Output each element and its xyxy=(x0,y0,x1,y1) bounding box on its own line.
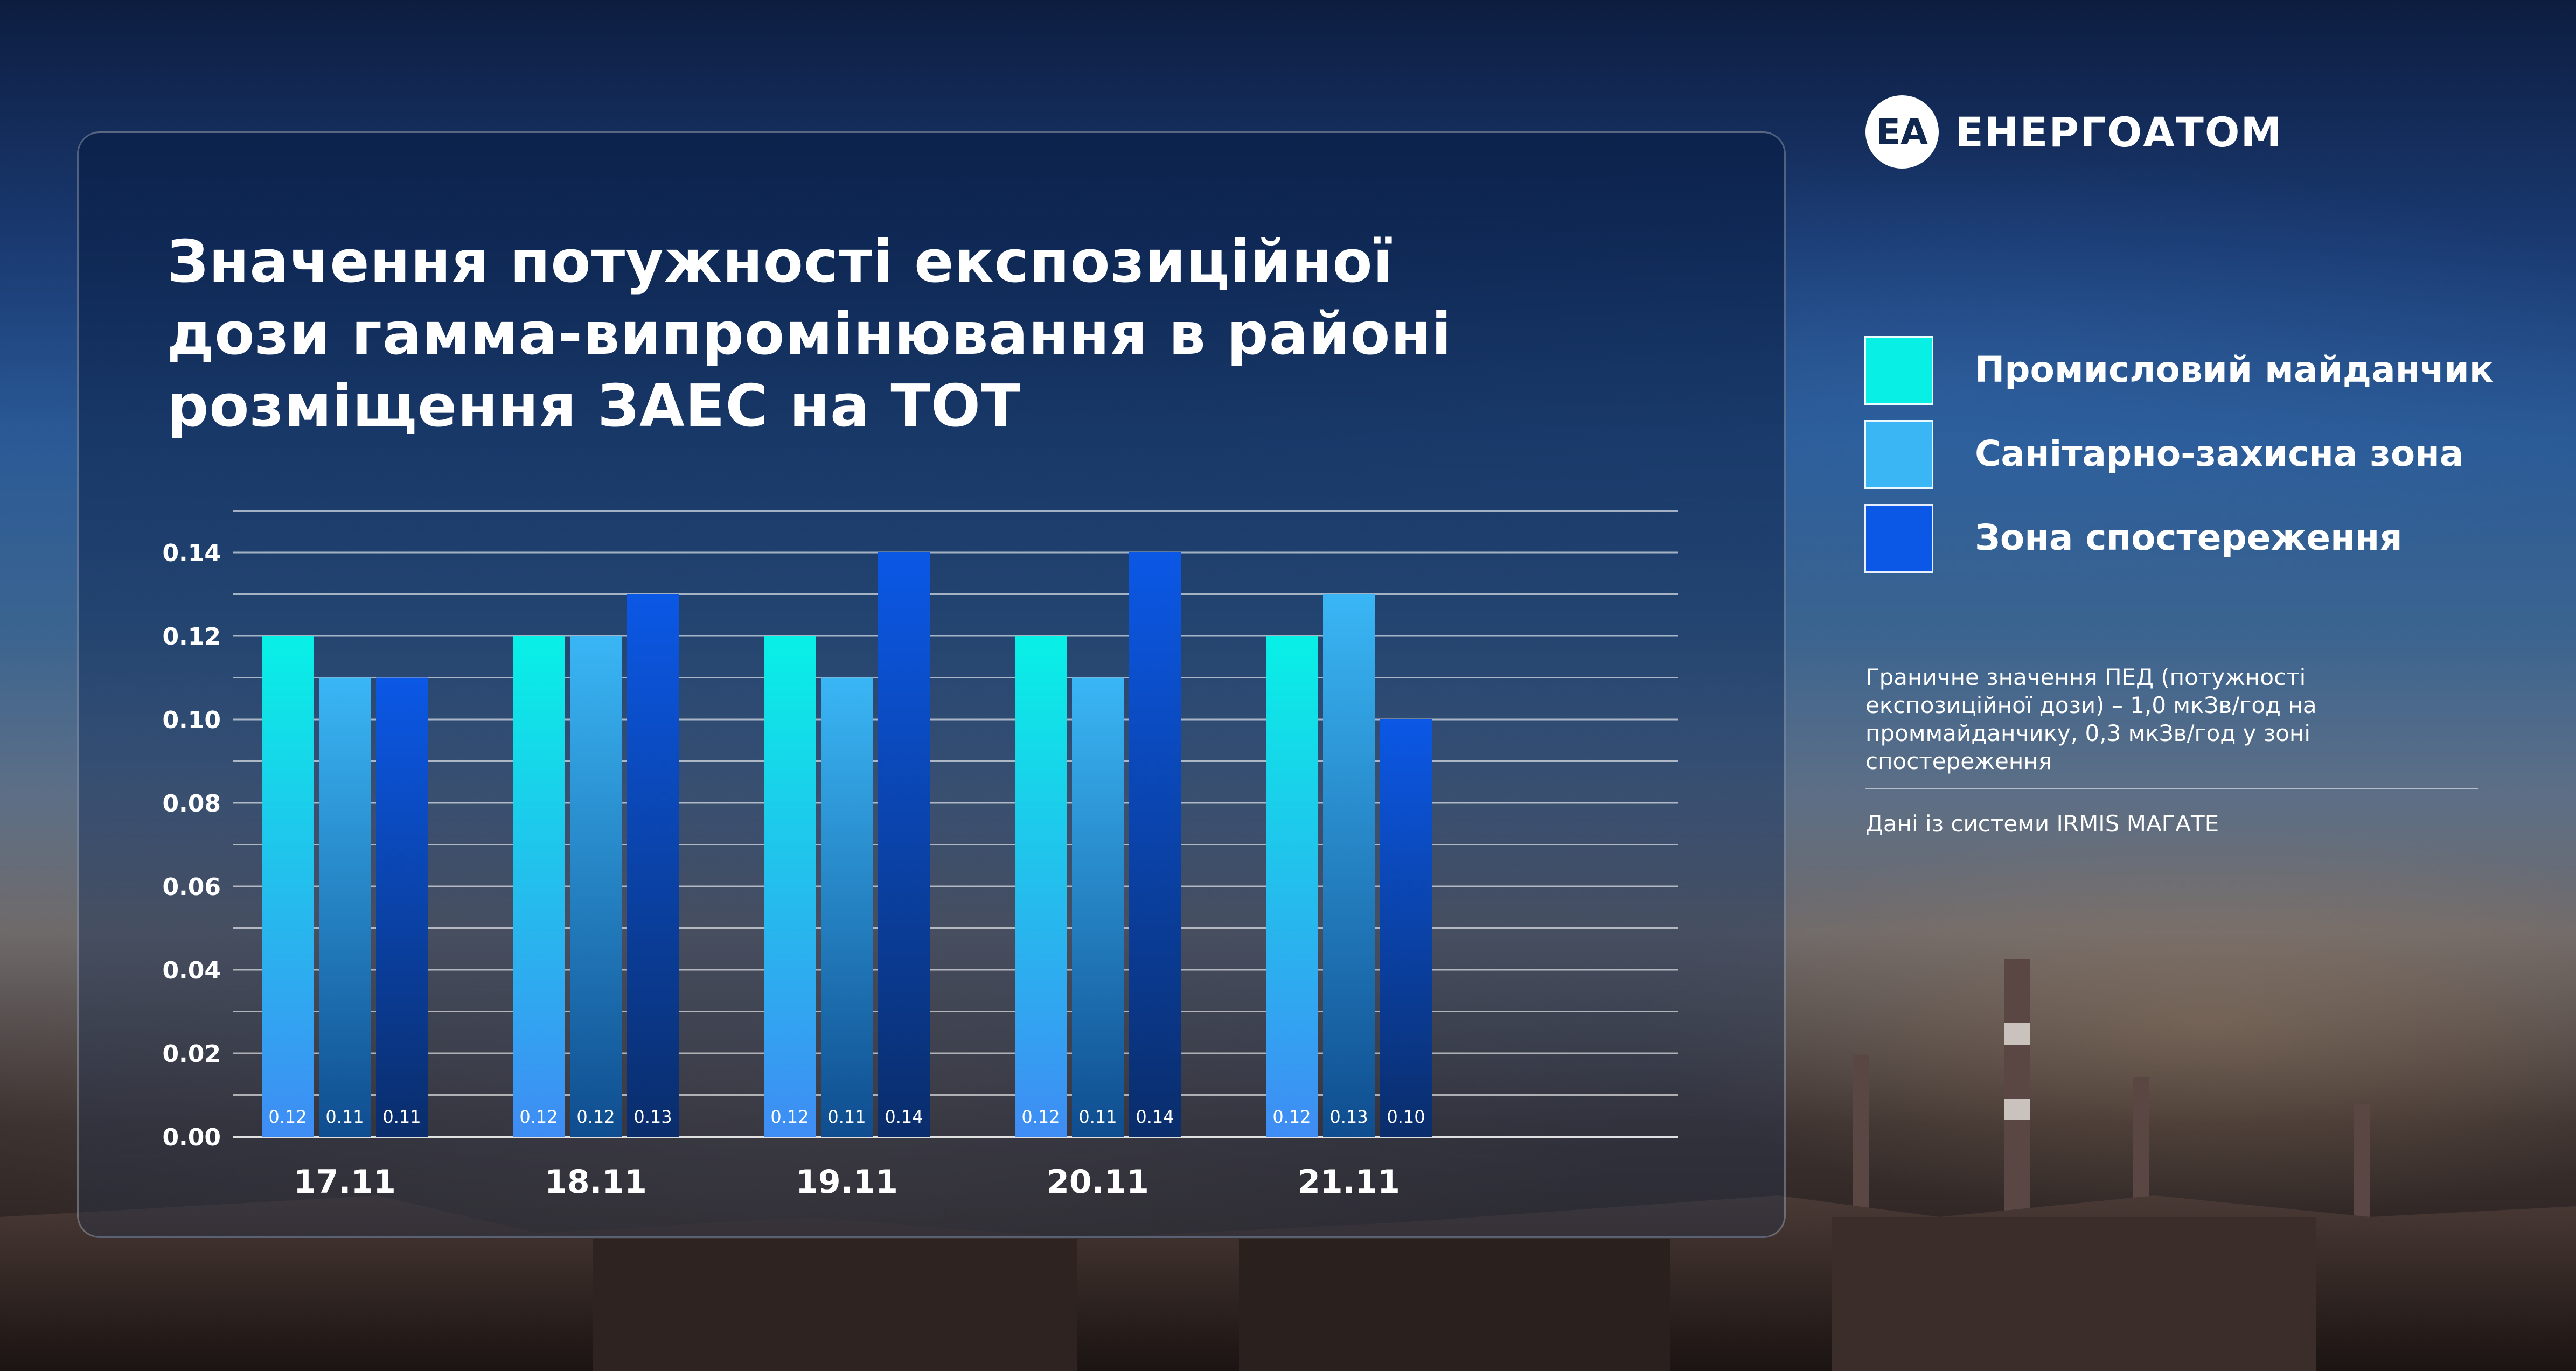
bar-value-label: 0.12 xyxy=(1021,1107,1060,1127)
x-category-label: 19.11 xyxy=(796,1163,898,1201)
divider xyxy=(1865,788,2478,789)
y-tick-label: 0.12 xyxy=(162,623,221,650)
bar xyxy=(376,677,428,1137)
legend-swatch xyxy=(1864,420,1933,489)
bar-value-label: 0.12 xyxy=(519,1107,558,1127)
bar-value-label: 0.12 xyxy=(770,1107,809,1127)
legend-swatch xyxy=(1864,336,1933,405)
legend-label: Промисловий майданчик xyxy=(1975,349,2494,390)
power-plant-silhouette xyxy=(0,959,2576,1371)
bar-value-label: 0.10 xyxy=(1387,1107,1425,1127)
chart-legend: Промисловий майданчик Санітарно-захисна … xyxy=(1864,336,2538,588)
bar xyxy=(570,636,622,1137)
bar xyxy=(319,677,371,1137)
bar xyxy=(627,594,679,1137)
bar-value-label: 0.12 xyxy=(576,1107,615,1127)
bar-value-label: 0.14 xyxy=(885,1107,923,1127)
legend-item-sanitary-zone: Санітарно-захисна зона xyxy=(1864,420,2538,504)
legend-label: Санітарно-захисна зона xyxy=(1975,433,2464,474)
bar xyxy=(262,636,314,1137)
limit-note: Граничне значення ПЕД (потужності експоз… xyxy=(1865,664,2317,774)
x-category-label: 20.11 xyxy=(1047,1163,1149,1201)
bar xyxy=(1323,594,1375,1137)
y-tick-label: 0.06 xyxy=(162,873,221,901)
bar-value-label: 0.11 xyxy=(382,1107,421,1127)
bar-value-label: 0.12 xyxy=(268,1107,307,1127)
x-category-label: 21.11 xyxy=(1298,1163,1400,1201)
y-tick-label: 0.02 xyxy=(162,1040,221,1068)
y-tick-label: 0.04 xyxy=(162,957,221,984)
x-category-label: 17.11 xyxy=(294,1163,396,1201)
bar-value-label: 0.11 xyxy=(325,1107,364,1127)
brand-name: ЕНЕРГОАТОМ xyxy=(1955,108,2283,156)
bar xyxy=(1266,636,1318,1137)
chart-title: Значення потужності експозиційної дози г… xyxy=(167,228,1452,440)
bar xyxy=(1129,552,1181,1137)
bar-value-label: 0.13 xyxy=(633,1107,672,1127)
y-tick-label: 0.10 xyxy=(162,707,221,734)
bar xyxy=(878,552,930,1137)
bar-value-label: 0.13 xyxy=(1329,1107,1368,1127)
y-tick-label: 0.14 xyxy=(162,540,221,567)
bar-value-label: 0.14 xyxy=(1136,1107,1174,1127)
energoatom-logo-icon: ЕА xyxy=(1865,95,1939,169)
legend-label: Зона спостереження xyxy=(1975,517,2403,558)
bar-value-label: 0.11 xyxy=(827,1107,866,1127)
legend-swatch xyxy=(1864,504,1933,573)
bar xyxy=(1015,636,1067,1137)
data-source: Дані із системи IRMIS МАГАТЕ xyxy=(1865,810,2219,837)
brand-logo: ЕА ЕНЕРГОАТОМ xyxy=(1863,92,2282,172)
logo-letters: ЕА xyxy=(1876,111,1928,153)
bar xyxy=(821,677,873,1137)
bar xyxy=(1072,677,1124,1137)
bar-value-label: 0.12 xyxy=(1272,1107,1311,1127)
bar xyxy=(1380,719,1432,1137)
x-category-label: 18.11 xyxy=(545,1163,647,1201)
y-tick-label: 0.08 xyxy=(162,790,221,817)
bar-value-label: 0.11 xyxy=(1078,1107,1117,1127)
legend-item-observation-zone: Зона спостереження xyxy=(1864,504,2538,588)
bar xyxy=(764,636,816,1137)
bar xyxy=(513,636,565,1137)
y-tick-label: 0.00 xyxy=(162,1124,221,1151)
legend-item-industrial-site: Промисловий майданчик xyxy=(1864,336,2538,420)
